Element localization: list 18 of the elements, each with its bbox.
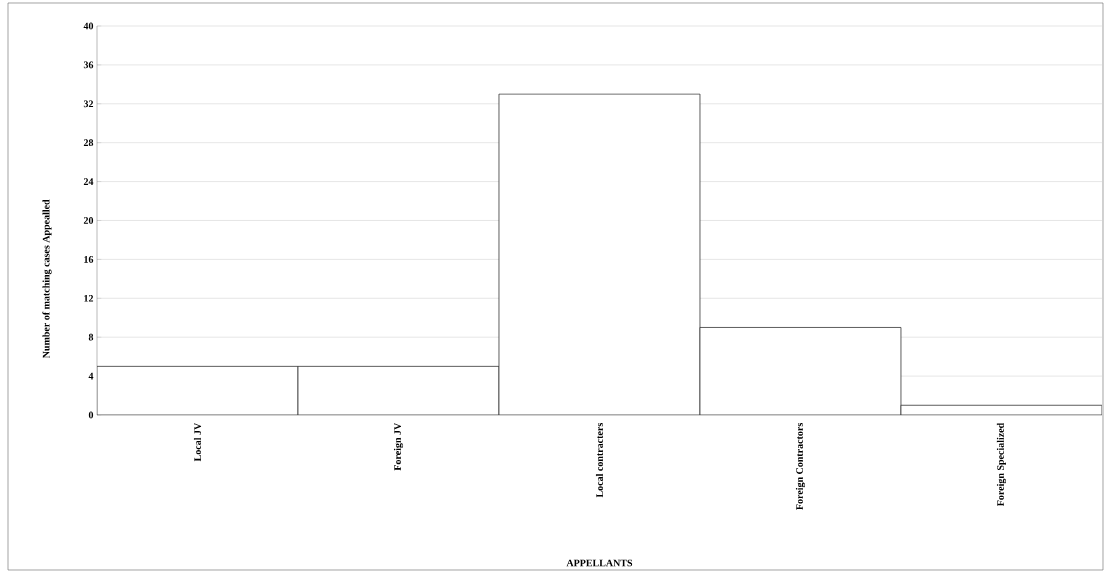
y-tick-label: 24 (83, 178, 94, 185)
y-tick-label: 36 (83, 61, 94, 69)
y-tick-label: 12 (84, 294, 94, 302)
y-tick-label: 40 (83, 22, 94, 30)
y-tick-label: 28 (83, 139, 94, 147)
x-tick-label: Foreign Specialized (996, 422, 1007, 507)
y-tick-label: 4 (88, 372, 94, 380)
x-axis-title: APPELLANTS (566, 559, 633, 567)
y-axis-title: Number of matching cases Appealled (42, 199, 52, 359)
x-tick-label: Local JV (193, 422, 202, 462)
y-tick-label: 32 (83, 100, 94, 108)
y-tick-label: 0 (88, 411, 94, 419)
x-tick-label: Foreign JV (393, 422, 404, 471)
y-tick-label: 16 (84, 256, 94, 263)
x-tick-label: Local contracters (595, 423, 603, 498)
x-tick-label: Foreign Contractors (795, 423, 806, 510)
y-tick-label: 20 (83, 217, 94, 224)
y-tick-label: 8 (88, 333, 94, 341)
